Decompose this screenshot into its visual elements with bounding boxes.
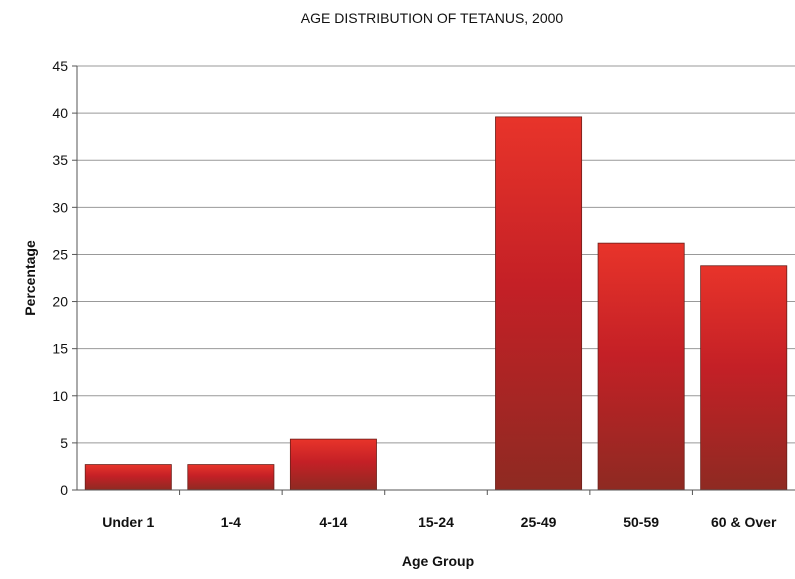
y-tick-label: 5 <box>60 435 68 451</box>
x-tick-label: 1-4 <box>221 514 241 530</box>
x-tick-label: 25-49 <box>521 514 557 530</box>
y-tick-label: 0 <box>60 482 68 498</box>
bar <box>495 116 583 491</box>
x-tick-label: 50-59 <box>623 514 659 530</box>
y-tick-label: 45 <box>52 58 68 74</box>
x-tick-label: 4-14 <box>319 514 347 530</box>
x-axis-ticks: Under 1 1-4 4-14 15-24 25-49 50-59 60 & Over <box>102 490 777 530</box>
y-tick-label: 30 <box>52 199 68 215</box>
y-tick-label: 15 <box>52 341 68 357</box>
y-tick-label: 20 <box>52 294 68 310</box>
bar <box>187 464 275 491</box>
x-tick-label: 15-24 <box>418 514 454 530</box>
y-tick-label: 10 <box>52 388 68 404</box>
bar <box>289 438 377 491</box>
y-tick-label: 35 <box>52 152 68 168</box>
y-tick-label: 25 <box>52 246 68 262</box>
y-tick-label: 40 <box>52 105 68 121</box>
y-axis-title: Percentage <box>22 240 38 316</box>
gridlines <box>77 65 795 444</box>
bar <box>597 242 685 491</box>
y-axis-ticks: 0 5 10 15 20 25 30 35 40 45 <box>52 58 77 498</box>
bar <box>700 265 788 491</box>
bars <box>84 116 788 491</box>
x-axis-title: Age Group <box>402 553 474 569</box>
bar <box>84 464 172 491</box>
x-tick-label: Under 1 <box>102 514 154 530</box>
chart-title: AGE DISTRIBUTION OF TETANUS, 2000 <box>301 10 564 26</box>
x-tick-label: 60 & Over <box>711 514 777 530</box>
